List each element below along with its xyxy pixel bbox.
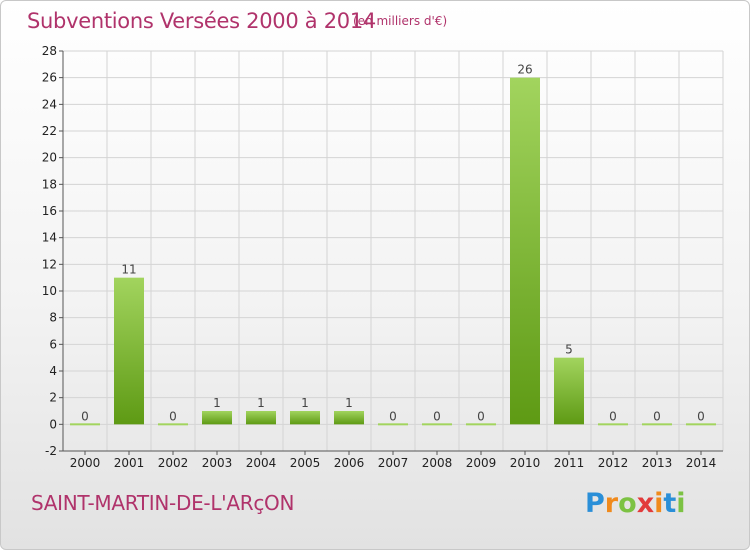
bars <box>70 77 716 426</box>
bar <box>158 423 188 426</box>
logo-letter: o <box>618 488 637 519</box>
logo-letter: r <box>604 488 619 519</box>
data-label: 1 <box>213 396 221 410</box>
y-tick-label: 14 <box>42 231 57 245</box>
y-tick-label: 28 <box>42 44 57 58</box>
data-label: 0 <box>609 409 617 423</box>
x-tick-label: 2000 <box>70 456 101 470</box>
x-tick-label: 2004 <box>246 456 277 470</box>
bar <box>334 411 364 425</box>
x-tick-label: 2012 <box>598 456 629 470</box>
y-tick-label: 10 <box>42 284 57 298</box>
x-tick-label: 2005 <box>290 456 321 470</box>
x-tick-label: 2009 <box>466 456 497 470</box>
bar <box>422 423 452 426</box>
bar <box>598 423 628 426</box>
y-tick-label: 26 <box>42 71 57 85</box>
bar <box>202 411 232 425</box>
logo-letter: i <box>676 488 686 519</box>
data-label: 0 <box>81 409 89 423</box>
commune-name: SAINT-MARTIN-DE-L'ARçON <box>31 491 295 515</box>
proxiti-logo: Proxiti <box>585 488 686 519</box>
bar <box>642 423 672 426</box>
y-tick-label: 2 <box>49 391 57 405</box>
logo-letter: x <box>636 488 655 519</box>
bar <box>686 423 716 426</box>
bar <box>246 411 276 425</box>
y-tick-label: 18 <box>42 177 57 191</box>
x-tick-label: 2006 <box>334 456 365 470</box>
x-tick-label: 2007 <box>378 456 409 470</box>
labels: -202468101214161820222426280200011200102… <box>42 44 717 470</box>
y-tick-label: 4 <box>49 364 57 378</box>
data-label: 0 <box>697 409 705 423</box>
data-label: 1 <box>257 396 265 410</box>
chart-title: Subventions Versées 2000 à 2014 <box>27 9 376 33</box>
x-tick-label: 2011 <box>554 456 585 470</box>
y-tick-label: -2 <box>45 444 57 458</box>
data-label: 26 <box>517 63 532 77</box>
data-label: 5 <box>565 343 573 357</box>
unit-note: (en milliers d'€) <box>353 14 448 28</box>
data-label: 1 <box>345 396 353 410</box>
x-tick-label: 2013 <box>642 456 673 470</box>
y-tick-label: 20 <box>42 151 57 165</box>
y-tick-label: 22 <box>42 124 57 138</box>
data-label: 0 <box>433 409 441 423</box>
grid-lines <box>62 50 724 452</box>
logo-letter: t <box>663 488 677 519</box>
y-tick-label: 8 <box>49 311 57 325</box>
data-label: 1 <box>301 396 309 410</box>
y-tick-label: 0 <box>49 417 57 431</box>
logo-letter: i <box>654 488 664 519</box>
x-tick-label: 2003 <box>202 456 233 470</box>
bar <box>554 357 584 425</box>
y-tick-label: 24 <box>42 97 57 111</box>
bar <box>114 277 144 425</box>
logo-letter: P <box>585 488 605 519</box>
y-tick-label: 6 <box>49 337 57 351</box>
x-tick-label: 2014 <box>686 456 717 470</box>
y-tick-label: 16 <box>42 204 57 218</box>
bar <box>466 423 496 426</box>
data-label: 0 <box>477 409 485 423</box>
data-label: 11 <box>121 263 136 277</box>
x-tick-label: 2002 <box>158 456 189 470</box>
data-label: 0 <box>389 409 397 423</box>
bar <box>70 423 100 426</box>
x-tick-label: 2010 <box>510 456 541 470</box>
y-tick-label: 12 <box>42 257 57 271</box>
x-tick-label: 2001 <box>114 456 145 470</box>
x-tick-label: 2008 <box>422 456 453 470</box>
data-label: 0 <box>169 409 177 423</box>
data-label: 0 <box>653 409 661 423</box>
bar <box>290 411 320 425</box>
axes <box>59 50 723 455</box>
bar <box>510 77 540 425</box>
bar <box>378 423 408 426</box>
